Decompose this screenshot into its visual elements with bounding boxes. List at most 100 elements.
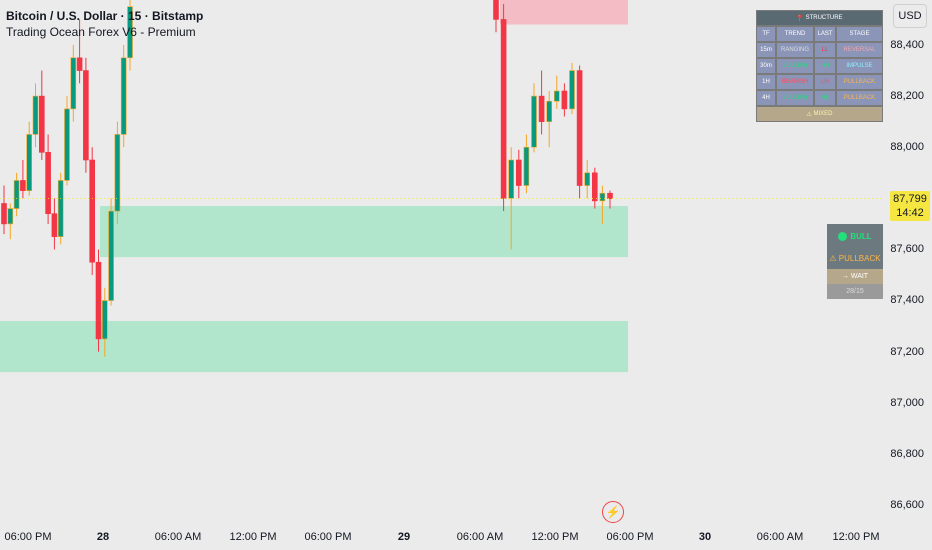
candle-body — [26, 134, 33, 191]
price-axis[interactable]: 88,400 88,200 88,000 87,600 87,400 87,20… — [886, 0, 932, 550]
candle-body — [127, 6, 133, 59]
header-last: LAST — [814, 26, 836, 42]
candle-body — [538, 95, 545, 122]
table-row: 4H BULLISH HL PULLBACK — [756, 90, 883, 106]
row-stage: REVERSAL — [836, 42, 883, 58]
candle-body — [1, 203, 7, 225]
chart-header: Bitcoin / U.S. Dollar · 15 · Bitstamp Tr… — [6, 8, 203, 40]
header-trend: TREND — [776, 26, 814, 42]
candle-body — [584, 172, 591, 186]
table-row: 15m RANGING LL REVERSAL — [756, 42, 883, 58]
table-row: 30m BULLISH HH IMPULSE — [756, 58, 883, 74]
candle-body — [70, 57, 77, 110]
candle-body — [553, 90, 560, 102]
candle-body — [102, 300, 108, 340]
row-last: HH — [814, 58, 836, 74]
indicator-name[interactable]: Trading Ocean Forex V6 - Premium — [6, 25, 196, 39]
x-tick: 06:00 PM — [4, 531, 52, 543]
lightning-icon[interactable]: ⚡ — [602, 501, 624, 523]
x-tick: 06:00 PM — [304, 531, 352, 543]
row-stage: PULLBACK — [836, 90, 883, 106]
header-stage: STAGE — [836, 26, 883, 42]
row-stage: PULLBACK — [836, 74, 883, 90]
structure-footer: ⚠ MIXED — [756, 106, 883, 122]
y-tick: 86,800 — [890, 448, 924, 460]
candle-body — [561, 90, 568, 110]
action-badge: → WAIT — [827, 269, 883, 284]
ratio-badge: 28/15 — [827, 284, 883, 299]
candle-body — [523, 146, 530, 186]
header-tf: TF — [756, 26, 776, 42]
symbol-title[interactable]: Bitcoin / U.S. Dollar · 15 · Bitstamp — [6, 9, 204, 23]
candle-body — [515, 159, 522, 186]
candle-body — [32, 95, 39, 135]
circle-icon — [838, 231, 848, 241]
candle-body — [591, 172, 598, 202]
currency-button[interactable]: USD — [893, 4, 927, 28]
signal-panel: BULL ⚠ PULLBACK → WAIT 28/15 — [827, 224, 883, 299]
demand-zone — [100, 206, 628, 258]
y-tick: 88,200 — [890, 90, 924, 102]
supply-zone — [500, 0, 628, 25]
candle-body — [13, 180, 20, 209]
x-tick: 12:00 PM — [531, 531, 579, 543]
row-last: LL — [814, 42, 836, 58]
x-tick: 06:00 AM — [456, 531, 504, 543]
bar-countdown: 14:42 — [896, 207, 924, 219]
x-tick: 28 — [96, 531, 110, 543]
x-tick: 12:00 PM — [229, 531, 277, 543]
candle-body — [607, 192, 613, 199]
candle-body — [120, 57, 127, 135]
candle-body — [57, 180, 64, 237]
candle-body — [500, 19, 507, 199]
stage-badge: ⚠ PULLBACK — [827, 248, 883, 269]
row-trend: BULLISH — [776, 58, 814, 74]
structure-title: 📍 STRUCTURE — [756, 10, 883, 26]
candle-body — [51, 213, 58, 237]
candle-body — [576, 70, 583, 186]
x-tick: 06:00 AM — [756, 531, 804, 543]
demand-zone — [0, 321, 628, 373]
candle-body — [76, 57, 83, 71]
candle-body — [114, 134, 121, 212]
candle-body — [599, 192, 606, 202]
y-tick: 87,600 — [890, 243, 924, 255]
candle-body — [108, 210, 114, 301]
candle-body — [508, 159, 515, 199]
last-price-label: 87,799 14:42 — [890, 191, 930, 221]
candle-body — [20, 180, 26, 191]
row-trend: RANGING — [776, 42, 814, 58]
y-tick: 87,200 — [890, 346, 924, 358]
last-price: 87,799 — [893, 193, 927, 205]
y-tick: 86,600 — [890, 499, 924, 511]
x-tick: 06:00 AM — [154, 531, 202, 543]
y-tick: 87,000 — [890, 397, 924, 409]
row-last: LH — [814, 74, 836, 90]
row-tf: 4H — [756, 90, 776, 106]
candle-body — [89, 159, 95, 263]
arrow-right-icon: → — [841, 273, 851, 280]
candle-body — [83, 70, 89, 161]
candle-body — [531, 95, 537, 148]
candle-body — [95, 261, 102, 340]
candle-body — [493, 0, 499, 20]
warning-icon: ⚠ — [806, 111, 814, 118]
x-tick: 06:00 PM — [606, 531, 654, 543]
row-trend: BULLISH — [776, 90, 814, 106]
row-trend: BEARISH — [776, 74, 814, 90]
warning-icon: ⚠ — [829, 254, 839, 263]
candle-body — [7, 208, 14, 225]
x-tick: 12:00 PM — [832, 531, 880, 543]
candle-body — [546, 100, 553, 122]
y-tick: 87,400 — [890, 294, 924, 306]
row-tf: 15m — [756, 42, 776, 58]
pin-icon: 📍 — [796, 15, 806, 22]
structure-table: 📍 STRUCTURE TF TREND LAST STAGE 15m RANG… — [756, 10, 883, 122]
x-tick: 29 — [397, 531, 411, 543]
trend-badge: BULL — [827, 224, 883, 248]
x-tick: 30 — [698, 531, 712, 543]
row-stage: IMPULSE — [836, 58, 883, 74]
table-row: 1H BEARISH LH PULLBACK — [756, 74, 883, 90]
y-tick: 88,000 — [890, 141, 924, 153]
